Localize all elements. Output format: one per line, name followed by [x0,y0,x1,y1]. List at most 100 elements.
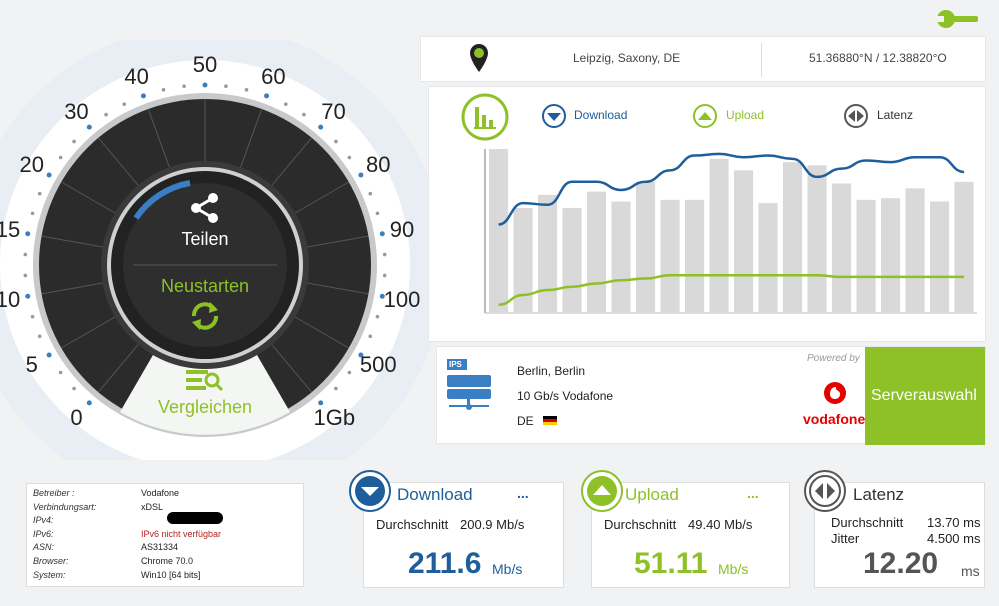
gauge-tick-dot [264,93,270,99]
gauge-tick-label: 100 [383,286,421,312]
legend-latency[interactable]: Latenz [843,103,943,131]
latency-average-label: Durchschnitt [831,515,904,530]
server-select-button[interactable]: Serverauswahl [865,347,985,445]
chart-bar [489,149,509,313]
info-key: Browser: [33,556,69,566]
location-city: Leipzig, Saxony, DE [573,51,681,65]
gauge-segment-line [97,339,143,393]
download-result-card: Download ... Durchschnitt 200.9 Mb/s 211… [349,470,564,588]
gauge-tick-dot [122,102,127,106]
compare-icon[interactable] [186,368,224,392]
ips-badge: IPS [449,360,462,369]
compare-button[interactable]: Vergleichen [157,397,253,417]
upload-arrow-icon [693,104,717,128]
gauge-tick-dot [358,352,364,358]
chart-bar [636,181,656,313]
info-row: IPv6: IPv6 nicht verfügbar [33,529,303,542]
gauge-tick-dot [46,352,52,358]
server-city: Berlin, Berlin [517,364,586,378]
chart-bar [758,203,778,313]
legend-latency-label: Latenz [877,108,914,122]
gauge-tick-label: 20 [19,152,45,177]
gauge-tick-dot [30,314,35,319]
info-row: System: Win10 [64 bits] [33,570,303,583]
gauge-segment-line [267,137,313,191]
gauge-tick-label: 70 [321,98,346,124]
server-country: DE [517,414,534,428]
chart-bar [734,170,754,313]
info-value: Vodafone [141,488,180,498]
chart-series-download-line [498,152,965,226]
upload-card-more[interactable]: ... [747,485,759,501]
divider [761,43,762,77]
latency-icon [844,104,868,128]
chart-bar [513,208,533,313]
gauge-segment-line [289,313,350,349]
gauge-tick-dot [23,273,28,278]
latency-value: 12.20 [863,547,939,580]
gauge-tick-label: 90 [389,217,415,243]
info-value: IPv6 nicht verfügbar [141,528,222,539]
gauge-tick-dot [58,155,63,160]
gauge-tick-label: 1Gb [313,405,356,431]
gauge-tick-label: 30 [64,98,89,124]
legend-upload[interactable]: Upload [692,103,792,131]
chart-bar [660,199,680,313]
sponsor-label: vodafone [803,411,866,427]
gauge-segment-line [60,181,121,217]
info-value: AS31334 [141,542,179,553]
gauge-tick-dot [283,102,288,106]
download-card-more[interactable]: ... [517,485,529,501]
gauge-tick-dot [347,155,352,160]
share-button[interactable]: Teilen [181,229,229,249]
chart-panel: Download Upload Latenz [428,86,986,342]
download-average-label: Durchschnitt [376,517,449,532]
chart-bar [562,208,582,313]
gauge-tick-dot [30,211,35,216]
jitter-value: 4.500 ms [927,531,981,546]
gauge-tick-dot [23,252,28,257]
gauge-tick-dot [46,172,52,178]
gauge-tick-dot [104,112,108,117]
gauge-tick-label: 5 [25,352,38,377]
gauge-tick-dot [72,139,76,144]
gauge-tick-dot [202,82,208,88]
gauge-segment-line [147,108,172,174]
chart-bar [856,199,876,313]
gauge-tick-dot [58,370,63,375]
settings-wrench-icon[interactable] [936,8,980,30]
legend-download[interactable]: Download [541,103,651,131]
gauge-tick-dot [318,124,324,130]
gauge-tick-dot [86,124,92,130]
gauge-tick-dot [37,191,42,196]
upload-average-value: 49.40 Mb/s [688,517,753,532]
gauge-tick-label: 40 [124,64,149,90]
info-key: ASN: [33,542,55,553]
chart-bar [807,165,827,313]
info-key: Betreiber : [33,488,75,498]
gauge-tick-dot [140,93,146,99]
gauge-tick-dot [161,88,166,92]
bar-chart-icon[interactable] [461,93,509,141]
location-coordinates: 51.36880°N / 12.38820°O [809,51,947,65]
upload-result-card: Upload ... Durchschnitt 49.40 Mb/s 51.11… [581,470,790,588]
share-icon[interactable] [187,190,223,226]
server-icon [445,359,495,411]
gauge-tick-dot [72,386,76,391]
speed-chart [484,149,977,314]
gauge-tick-dot [379,231,385,237]
vodafone-logo-icon [823,381,847,405]
latency-card-title: Latenz [853,485,905,504]
restart-button[interactable]: Neustarten [160,276,250,296]
chart-bar [783,162,803,313]
gauge-segment-line [41,281,109,295]
refresh-icon[interactable] [188,299,222,333]
gauge-tick-dot [358,172,364,178]
download-value: 211.6 [408,547,482,580]
gauge-tick-dot [334,139,338,144]
gauge-segment-line [41,235,109,249]
gauge-tick-label: 500 [359,352,397,377]
gauge-segment-line [289,181,350,217]
gauge-tick-label: 0 [70,405,83,431]
upload-unit: Mb/s [718,561,749,577]
